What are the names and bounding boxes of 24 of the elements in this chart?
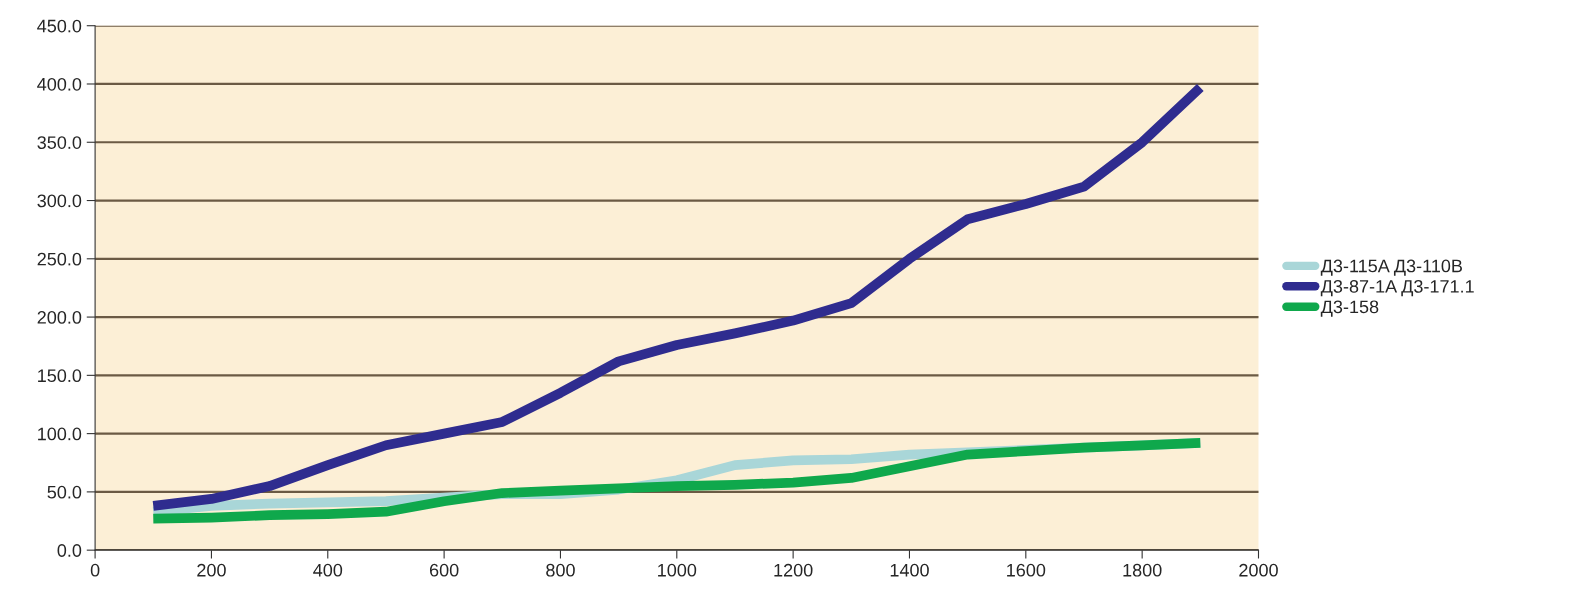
legend-label: Д3-158 — [1320, 300, 1379, 317]
y-tick-label: 400.0 — [37, 77, 82, 91]
y-tick-label: 200.0 — [37, 311, 82, 324]
x-tick-label: 1400 — [890, 563, 929, 577]
legend-label: Д3-87-1A Д3-171.1 — [1320, 280, 1474, 297]
x-tick-label: 1200 — [774, 563, 813, 577]
y-tick-label: 300.0 — [37, 194, 82, 208]
x-tick-label: 0 — [90, 563, 100, 577]
y-tick-label: 350.0 — [37, 136, 82, 149]
x-tick-label: 1600 — [1007, 563, 1046, 577]
legend-label: Д3-115A Д3-110B — [1320, 259, 1462, 276]
y-tick-label: 250.0 — [37, 252, 82, 266]
x-tick-label: 1000 — [658, 563, 697, 577]
x-tick-label: 2000 — [1239, 563, 1278, 577]
x-tick-label: 400 — [313, 563, 343, 577]
x-tick-label: 800 — [546, 563, 575, 577]
y-tick-label: 0.0 — [57, 544, 82, 557]
y-tick-label: 100.0 — [38, 427, 82, 441]
x-tick-label: 600 — [429, 563, 459, 577]
x-tick-label: 200 — [197, 563, 226, 577]
y-tick-label: 450.0 — [37, 19, 82, 33]
y-tick-label: 50.0 — [47, 485, 82, 499]
x-tick-label: 1800 — [1123, 563, 1162, 577]
y-tick-label: 150.0 — [38, 369, 82, 383]
